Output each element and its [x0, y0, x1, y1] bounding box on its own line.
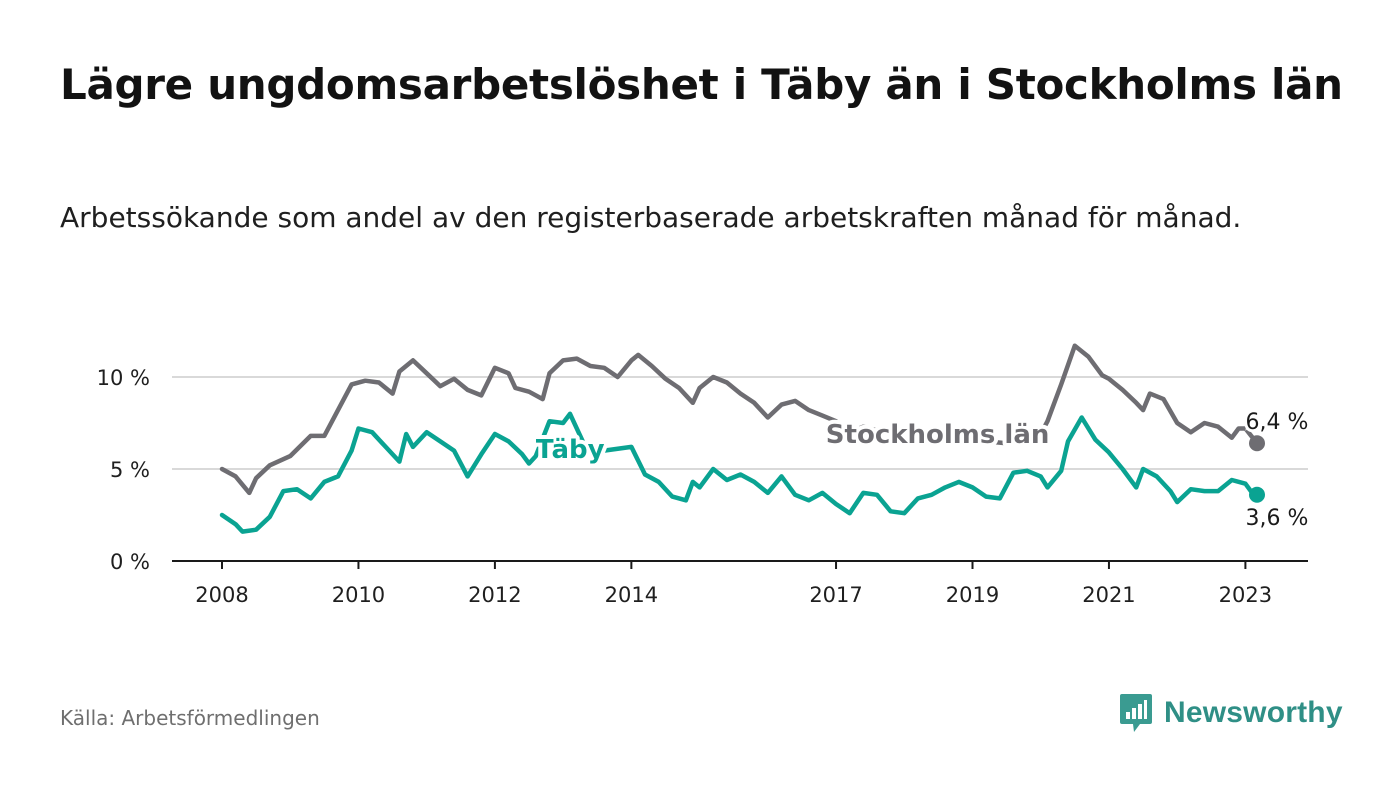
y-tick-label: 10 %	[97, 366, 150, 390]
x-tick-label: 2023	[1219, 583, 1272, 607]
series-name-label: Täby	[536, 435, 605, 465]
source-note: Källa: Arbetsförmedlingen	[60, 706, 320, 730]
axes: 0 % 5 % 10 % 2008 2010 2012 2014 2017 2019 2021 20…	[97, 366, 1308, 607]
series-end-point	[1249, 486, 1265, 503]
x-tick-label: 2021	[1082, 583, 1135, 607]
series-end-label: 3,6 %	[1246, 506, 1309, 531]
series-name-label: Stockholms län	[826, 420, 1050, 450]
x-tick-label: 2010	[332, 583, 385, 607]
series-lines	[219, 343, 1265, 534]
x-tick-label: 2017	[809, 583, 862, 607]
brand-logo[interactable]: Newsworthy	[1118, 690, 1343, 736]
series-end-label: 6,4 %	[1246, 410, 1309, 435]
series-line-stockholms-län	[219, 343, 1260, 496]
series-labels: 6,4 % 3,6 % Stockholms län Täby	[532, 407, 1312, 534]
chart-title: Lägre ungdomsarbetslöshet i Täby än i St…	[60, 60, 1343, 109]
y-tick-label: 0 %	[110, 550, 150, 574]
gridlines	[172, 376, 1308, 470]
x-tick-label: 2012	[468, 583, 521, 607]
x-tick-label: 2019	[946, 583, 999, 607]
series-line-täby	[219, 411, 1260, 534]
x-tick-label: 2008	[195, 583, 248, 607]
series-end-point	[1249, 435, 1265, 452]
brand-name: Newsworthy	[1164, 696, 1343, 729]
chart-subtitle: Arbetssökande som andel av den registerb…	[60, 201, 1242, 234]
x-tick-label: 2014	[605, 583, 658, 607]
newsworthy-logo-icon	[1120, 694, 1152, 732]
y-tick-label: 5 %	[110, 458, 150, 482]
